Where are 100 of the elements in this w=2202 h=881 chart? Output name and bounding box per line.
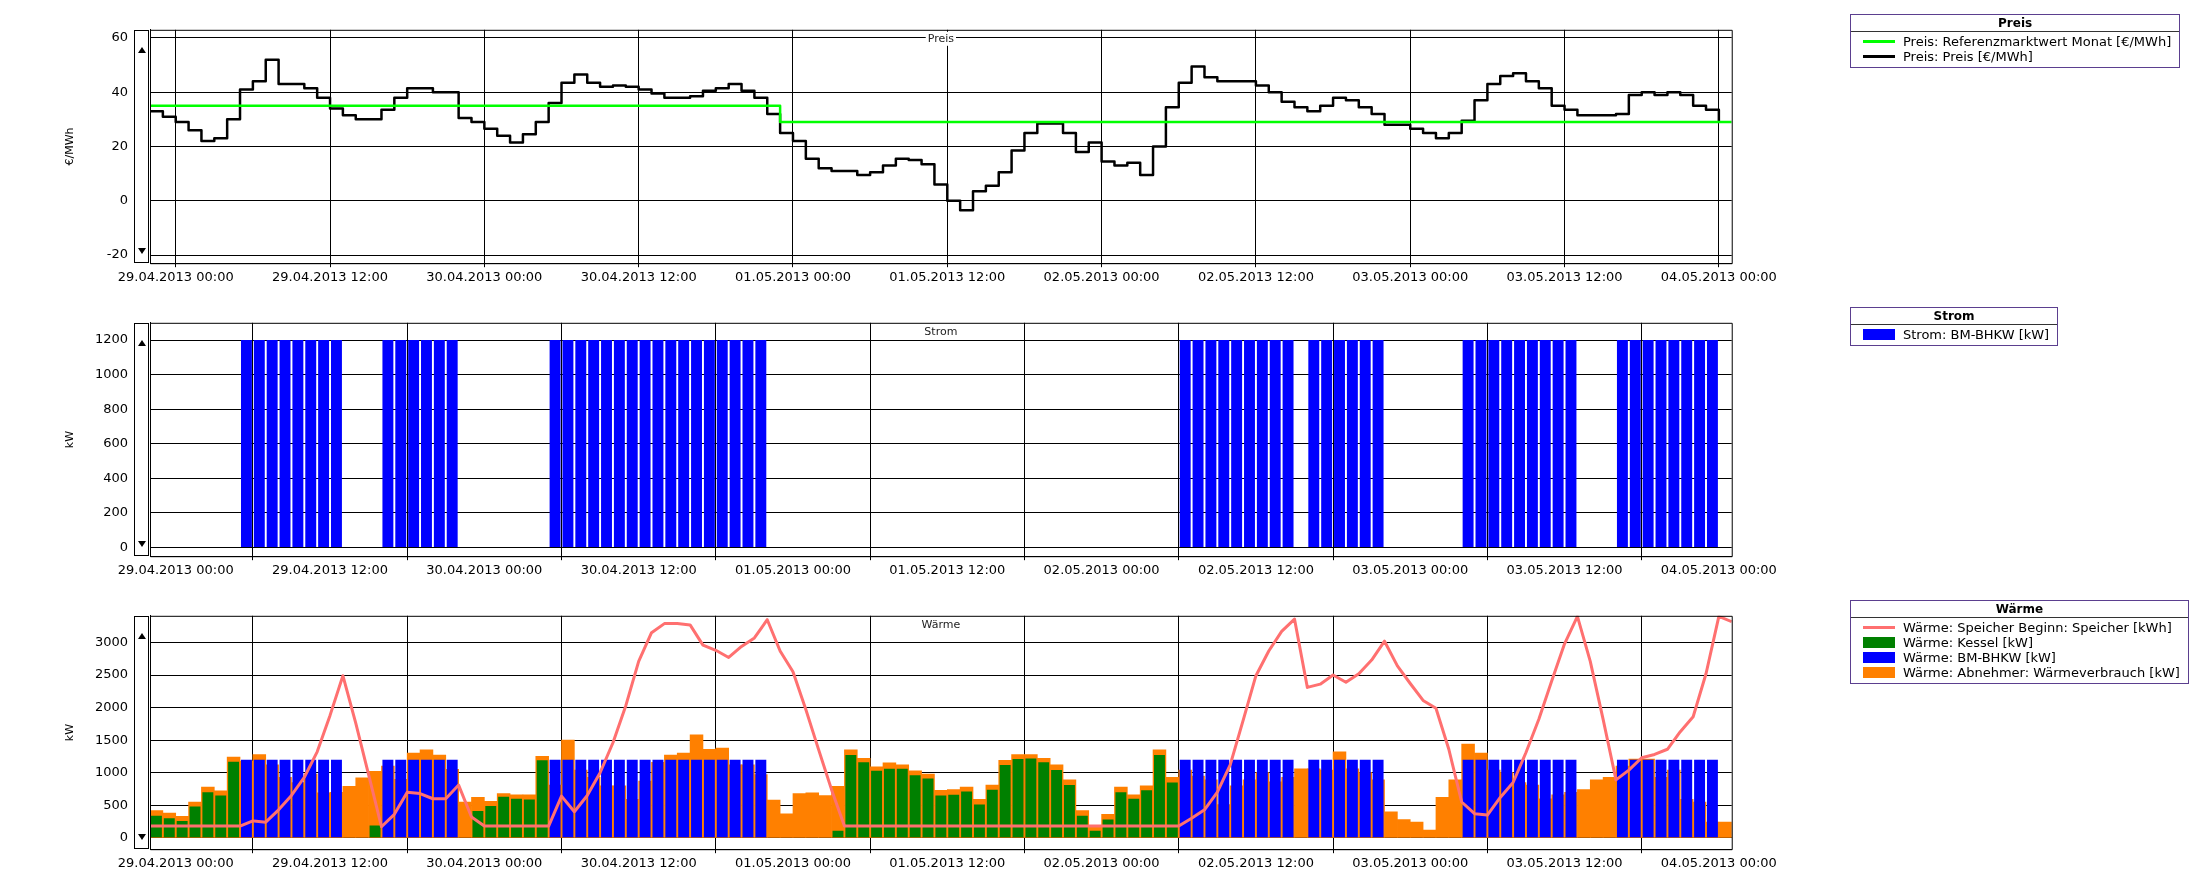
bar — [1308, 759, 1320, 838]
y-tick-label: 1000 — [94, 366, 128, 382]
bar — [446, 759, 458, 838]
y-axis-title: €/MWh — [63, 127, 77, 166]
y-tick-label: 0 — [119, 829, 128, 845]
bar — [845, 755, 857, 838]
x-tick-label: 02.05.2013 00:00 — [1043, 855, 1160, 871]
bar — [331, 759, 342, 838]
x-tick-label: 30.04.2013 12:00 — [580, 855, 697, 871]
bar — [1539, 759, 1551, 838]
legend-label: Strom: BM-BHKW [kW] — [1903, 327, 2050, 342]
bar — [433, 759, 445, 838]
bar — [1089, 830, 1101, 838]
bar — [1051, 770, 1063, 838]
bar — [742, 759, 754, 838]
bar — [626, 759, 638, 838]
legend-label: Wärme: Kessel [kW] — [1903, 635, 2033, 650]
y-tick-label: 0 — [119, 192, 128, 208]
y-tick-label: 0 — [119, 538, 128, 554]
bar — [999, 764, 1011, 838]
bar — [678, 759, 690, 838]
x-tick-label: 03.05.2013 00:00 — [1352, 269, 1469, 285]
bar — [703, 759, 715, 838]
bar — [1514, 759, 1526, 838]
bar — [883, 768, 895, 838]
y-tick-label: 600 — [103, 435, 128, 451]
bar — [266, 759, 278, 838]
x-tick-label: 02.05.2013 12:00 — [1197, 562, 1314, 578]
x-tick-label: 30.04.2013 00:00 — [426, 269, 543, 285]
bar — [1141, 790, 1153, 838]
bar — [575, 759, 587, 838]
bar — [691, 759, 702, 838]
x-tick-label: 03.05.2013 12:00 — [1506, 562, 1623, 578]
y-tick-label: 800 — [103, 400, 128, 416]
bar — [1706, 759, 1718, 838]
bar — [588, 759, 600, 838]
chart-title: Strom — [924, 325, 958, 339]
y-tick-label: 1500 — [94, 731, 128, 747]
y-tick-label: 20 — [111, 137, 128, 153]
y-tick-label: 1200 — [94, 331, 128, 347]
x-tick-label: 30.04.2013 12:00 — [580, 269, 697, 285]
bar — [1128, 798, 1140, 838]
x-tick-label: 01.05.2013 00:00 — [734, 855, 851, 871]
bar — [1655, 759, 1667, 838]
chart-title: Preis — [927, 32, 955, 46]
bar — [1218, 759, 1230, 838]
bar — [215, 795, 227, 838]
bar — [1616, 759, 1628, 838]
bar — [1282, 759, 1294, 838]
bar — [536, 760, 548, 838]
legend-label: Wärme: Abnehmer: Wärmeverbrauch [kW] — [1903, 665, 2180, 680]
bar — [1565, 759, 1577, 838]
bar — [511, 798, 522, 838]
bar — [1346, 759, 1358, 838]
bar — [1334, 759, 1345, 838]
x-tick-label: 29.04.2013 00:00 — [117, 855, 234, 871]
bar — [305, 759, 317, 838]
x-tick-label: 03.05.2013 00:00 — [1352, 855, 1469, 871]
x-tick-label: 02.05.2013 12:00 — [1197, 269, 1314, 285]
x-tick-label: 04.05.2013 00:00 — [1660, 855, 1777, 871]
bar — [1321, 759, 1333, 838]
bar — [1063, 785, 1075, 838]
bar — [755, 759, 767, 838]
x-tick-label: 03.05.2013 12:00 — [1506, 269, 1623, 285]
y-tick-label: 3000 — [94, 633, 128, 649]
y-tick-label: 500 — [103, 796, 128, 812]
bar — [1372, 759, 1384, 838]
bar — [1231, 759, 1243, 838]
bar — [1526, 759, 1538, 838]
legend-title: Preis — [1851, 15, 2180, 32]
bar — [253, 759, 265, 838]
y-tick-label: 2000 — [94, 698, 128, 714]
y-tick-label: 1000 — [94, 764, 128, 780]
bar — [1488, 759, 1500, 838]
legend-label: Preis: Referenzmarktwert Monat [€/MWh] — [1903, 34, 2172, 49]
bar — [382, 759, 394, 838]
x-tick-label: 29.04.2013 00:00 — [117, 562, 234, 578]
bar — [1244, 759, 1255, 838]
bar — [369, 825, 381, 838]
bar — [228, 761, 240, 838]
bar — [986, 789, 998, 838]
bar — [613, 759, 625, 838]
x-tick-label: 02.05.2013 00:00 — [1043, 269, 1160, 285]
bar — [395, 759, 407, 838]
bar — [1166, 782, 1178, 838]
bar — [909, 775, 921, 838]
x-tick-label: 29.04.2013 00:00 — [117, 269, 234, 285]
x-tick-label: 01.05.2013 00:00 — [734, 562, 851, 578]
bar — [523, 799, 535, 838]
bar — [1552, 759, 1564, 838]
bar — [961, 791, 973, 838]
bar — [665, 759, 677, 838]
x-tick-label: 01.05.2013 12:00 — [889, 562, 1006, 578]
bar — [716, 759, 728, 838]
x-tick-label: 30.04.2013 00:00 — [426, 855, 543, 871]
x-tick-label: 30.04.2013 12:00 — [580, 562, 697, 578]
x-tick-label: 01.05.2013 00:00 — [734, 269, 851, 285]
chart-title: Wärme — [921, 618, 961, 632]
x-tick-label: 29.04.2013 12:00 — [272, 562, 389, 578]
bar — [1269, 759, 1281, 838]
